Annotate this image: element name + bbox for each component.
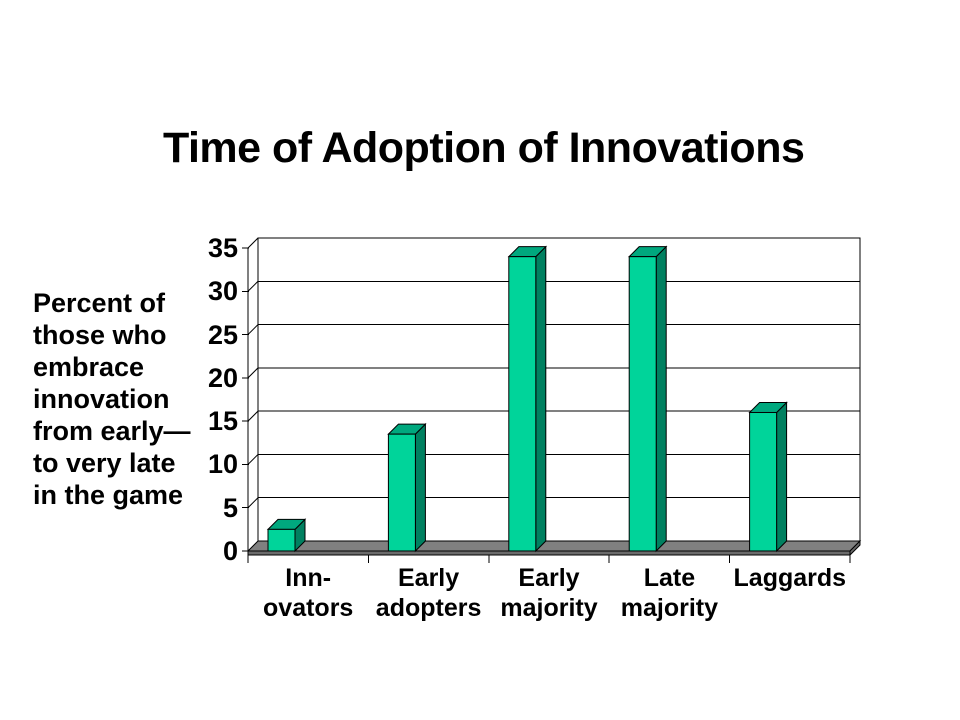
y-axis-connector-15: [247, 410, 259, 422]
side-note: Percent of those who embrace innovation …: [33, 287, 191, 511]
side-note-line: innovation: [33, 384, 170, 414]
x-category-label: Early majority: [484, 563, 614, 623]
x-category-label-line: majority: [620, 594, 719, 622]
bar-side-early-majority: [535, 245, 547, 553]
bar-inn-ovators: [267, 528, 296, 552]
y-tick-label-25: 25: [207, 319, 238, 350]
x-category-label-line: majority: [500, 594, 598, 622]
x-category-label: Inn-ovators: [243, 563, 373, 623]
y-axis-connector-5: [247, 497, 259, 509]
side-note-line: from early—: [33, 416, 191, 446]
x-category-label-line: Early: [518, 564, 580, 592]
y-tick-label-0: 0: [222, 536, 238, 566]
side-note-line: embrace: [33, 352, 145, 382]
floor-right-face: [849, 539, 861, 557]
x-category-label: Early adopters: [364, 563, 494, 623]
x-category-label: Laggards: [725, 563, 855, 593]
x-category-label-line: Late: [643, 564, 696, 592]
y-tick-label-20: 20: [207, 362, 238, 393]
y-tick-label-10: 10: [207, 449, 238, 480]
bar-late-majority: [628, 256, 657, 552]
y-axis-connector-25: [247, 324, 259, 335]
bar-side-early-adopters: [414, 422, 426, 553]
y-axis-connector-30: [247, 280, 259, 292]
y-tick-label-35: 35: [207, 233, 238, 263]
bar-side-late-majority: [655, 245, 667, 553]
side-note-line: Percent of: [33, 288, 166, 318]
bar-early-majority: [508, 256, 537, 552]
side-note-line: in the game: [33, 480, 184, 510]
side-note-line: to very late: [33, 448, 176, 478]
x-category-label-line: adopters: [375, 594, 482, 622]
bar-side-laggards: [776, 401, 788, 553]
bar-early-adopters: [387, 433, 416, 552]
x-category-label-line: ovators: [263, 594, 354, 622]
slide-title: Time of Adoption of Innovations: [163, 124, 805, 172]
y-axis-connector-35: [247, 237, 259, 249]
y-tick-label-30: 30: [207, 276, 238, 307]
floor-front-face: [247, 550, 851, 556]
y-axis-connector-10: [247, 454, 259, 465]
x-category-label-line: Early: [398, 564, 460, 592]
x-category-label-line: Laggards: [733, 564, 847, 592]
side-note-line: those who: [33, 320, 167, 350]
y-tick-label-15: 15: [207, 406, 238, 437]
x-category-label: Late majority: [604, 563, 734, 623]
y-tick-label-5: 5: [222, 492, 238, 523]
y-axis-connector-20: [247, 367, 259, 379]
bar-laggards: [749, 411, 778, 552]
x-category-label-line: Inn-: [285, 564, 332, 592]
